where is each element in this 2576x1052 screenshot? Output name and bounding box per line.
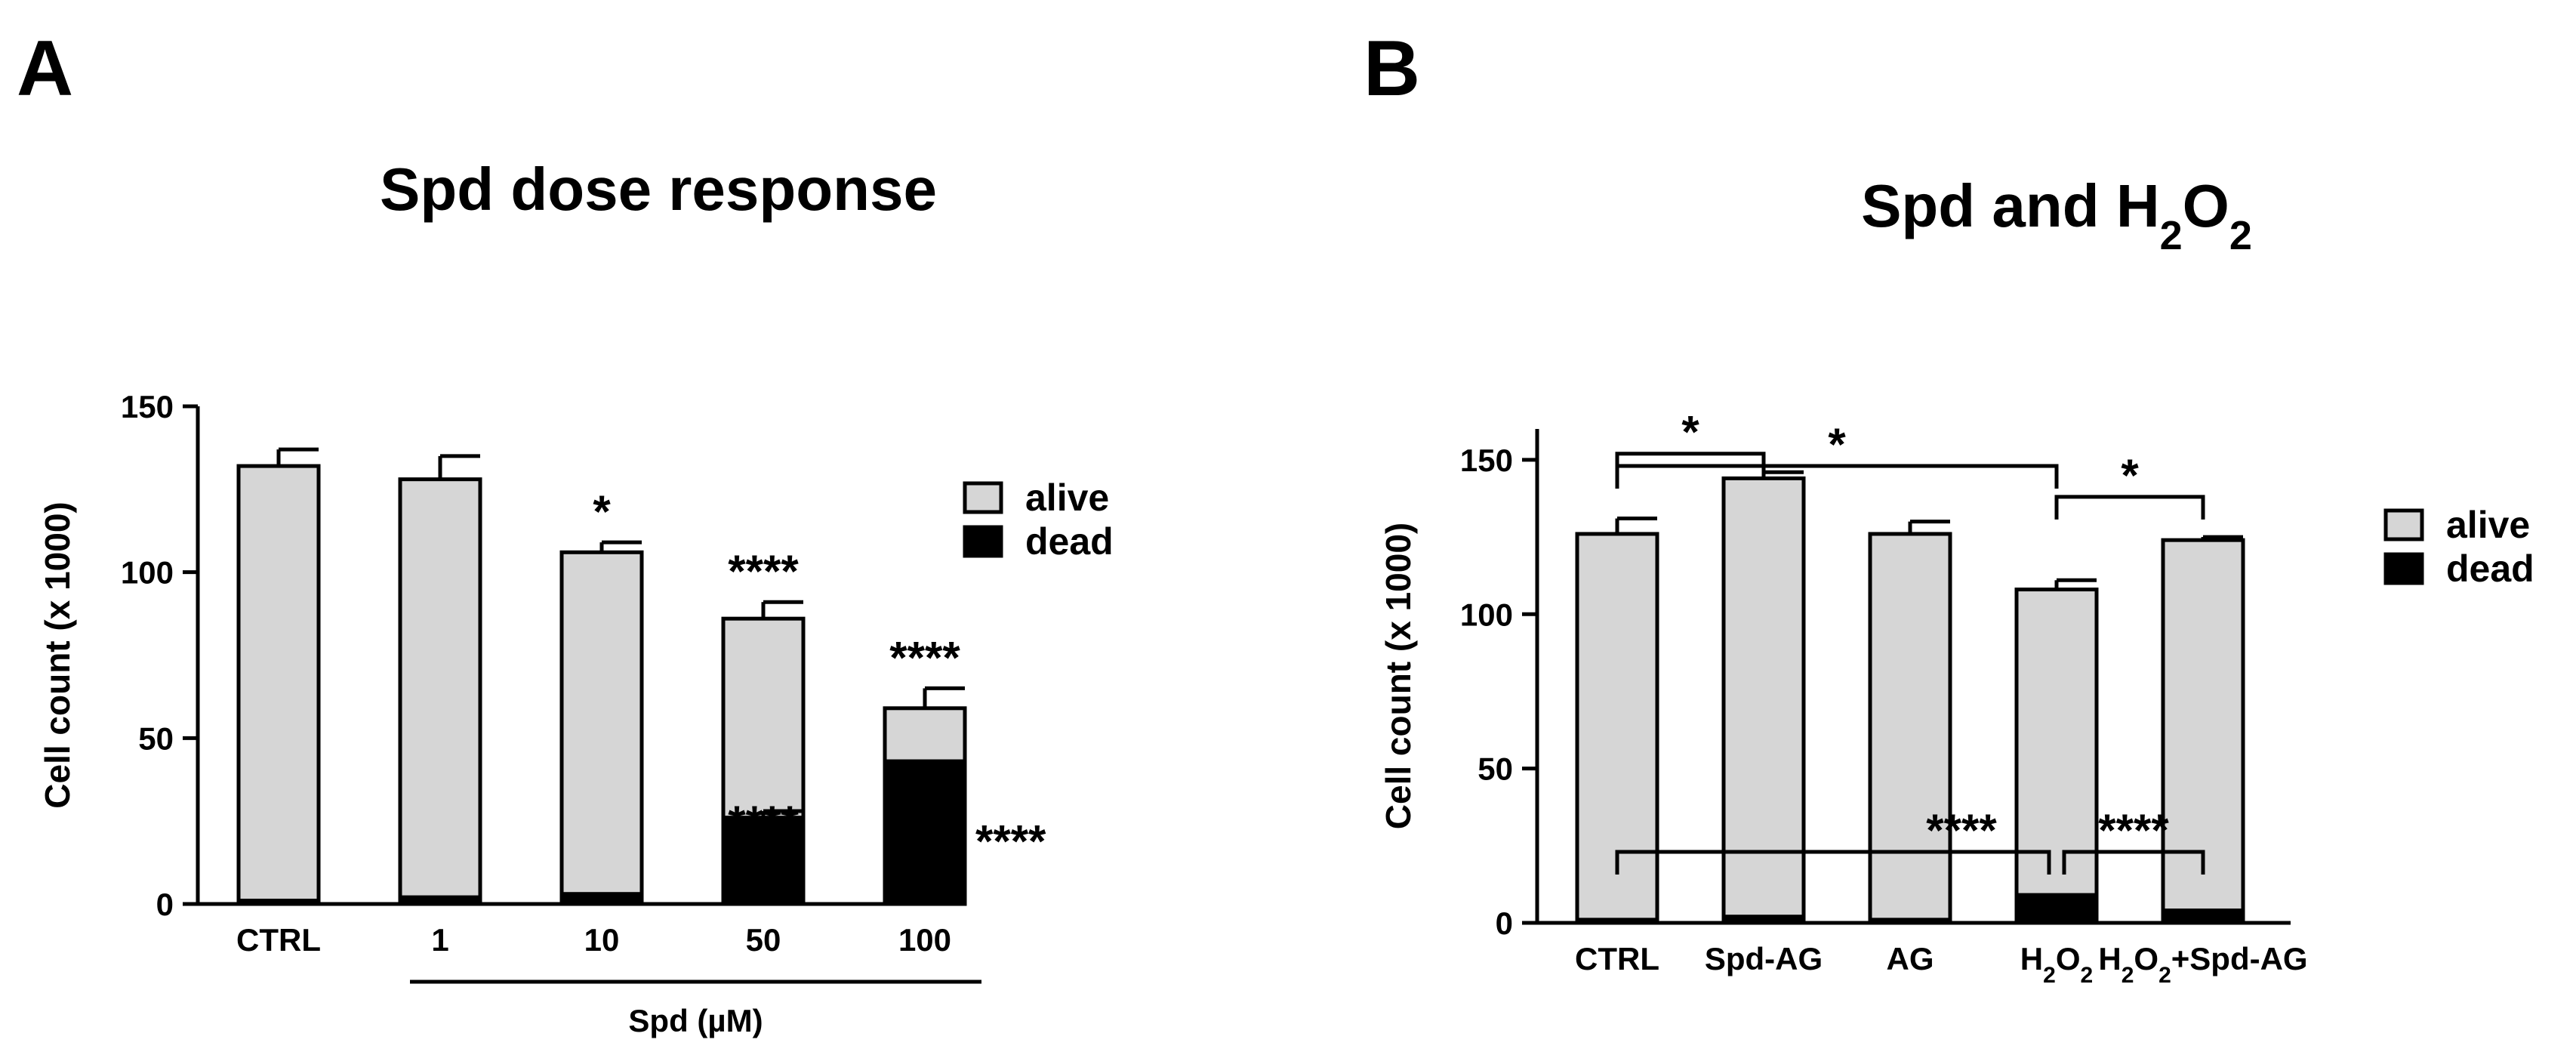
legend-swatch-alive — [2383, 508, 2424, 541]
legend-label-alive: alive — [1025, 477, 1109, 519]
significance-marker: * — [1681, 407, 1699, 458]
y-axis-label: Cell count (x 1000) — [38, 501, 77, 808]
significance-marker: **** — [1926, 805, 1997, 856]
y-tick-label: 50 — [1478, 751, 1513, 787]
legend-label-dead: dead — [2446, 548, 2534, 590]
x-category-label: 10 — [584, 922, 620, 958]
bar-dead — [1721, 915, 1806, 925]
significance-marker: * — [2121, 450, 2139, 501]
bar-alive — [236, 464, 321, 903]
y-tick-label: 0 — [156, 887, 174, 922]
bar-dead — [2161, 909, 2245, 925]
panel-letter: A — [17, 25, 73, 113]
x-category-label: 1 — [431, 922, 448, 958]
bar-alive — [883, 706, 967, 764]
bar-dead — [236, 899, 321, 906]
y-tick-label: 150 — [121, 389, 174, 424]
significance-bracket — [2062, 850, 2205, 875]
bar-alive — [2161, 538, 2245, 913]
bar-dead — [398, 895, 482, 906]
y-axis-label: Cell count (x 1000) — [1379, 523, 1418, 829]
x-category-label: H2O2 — [2020, 941, 2093, 988]
x-category-label: AG — [1887, 941, 1934, 976]
bar-alive — [2014, 588, 2099, 897]
y-tick-label: 50 — [138, 720, 174, 756]
x-category-label: CTRL — [236, 922, 321, 958]
y-tick-label: 150 — [1460, 443, 1513, 478]
group-label: Spd (µM) — [628, 1003, 763, 1038]
x-category-label: Spd-AG — [1705, 941, 1823, 976]
bar-dead — [559, 892, 644, 906]
panel-letter: B — [1363, 25, 1420, 113]
y-tick-label: 100 — [1460, 597, 1513, 632]
bar-dead — [2014, 893, 2099, 925]
significance-bracket — [1615, 464, 2059, 489]
bar-alive — [398, 477, 482, 899]
significance-bracket — [1615, 850, 2051, 875]
x-category-label: 50 — [746, 922, 781, 958]
bar-dead — [721, 816, 806, 906]
chart-title: Spd dose response — [380, 156, 937, 223]
significance-marker: **** — [975, 816, 1046, 867]
y-tick-label: 100 — [121, 555, 174, 591]
bar-alive — [559, 550, 644, 896]
bar-dead — [883, 759, 967, 906]
significance-bracket — [2054, 495, 2205, 520]
legend-label-alive: alive — [2446, 504, 2530, 546]
significance-marker: * — [593, 486, 611, 537]
legend-label-dead: dead — [1025, 520, 1114, 563]
bar-dead — [1868, 918, 1952, 925]
bar-dead — [1575, 918, 1659, 925]
legend-swatch-dead — [2383, 552, 2424, 585]
significance-marker: * — [1828, 419, 1846, 470]
panel-b: B Spd and H2O2 0 50 100 150 Cell count (x 1000… — [1363, 25, 2534, 988]
bar-alive — [1868, 532, 1952, 922]
bar-alive — [1721, 476, 1806, 919]
significance-marker: **** — [2098, 805, 2169, 856]
significance-marker: **** — [728, 546, 799, 597]
bar-alive — [721, 616, 806, 820]
significance-marker: **** — [728, 797, 799, 847]
x-category-label: CTRL — [1575, 941, 1659, 976]
y-tick-label: 0 — [1496, 905, 1513, 941]
chart-title: Spd and H2O2 — [1861, 172, 2252, 258]
significance-marker: **** — [889, 632, 960, 683]
legend-swatch-alive — [963, 481, 1003, 514]
x-category-label: H2O2+Spd-AG — [2098, 941, 2307, 988]
x-category-label: 100 — [898, 922, 951, 958]
legend-swatch-dead — [963, 525, 1003, 558]
